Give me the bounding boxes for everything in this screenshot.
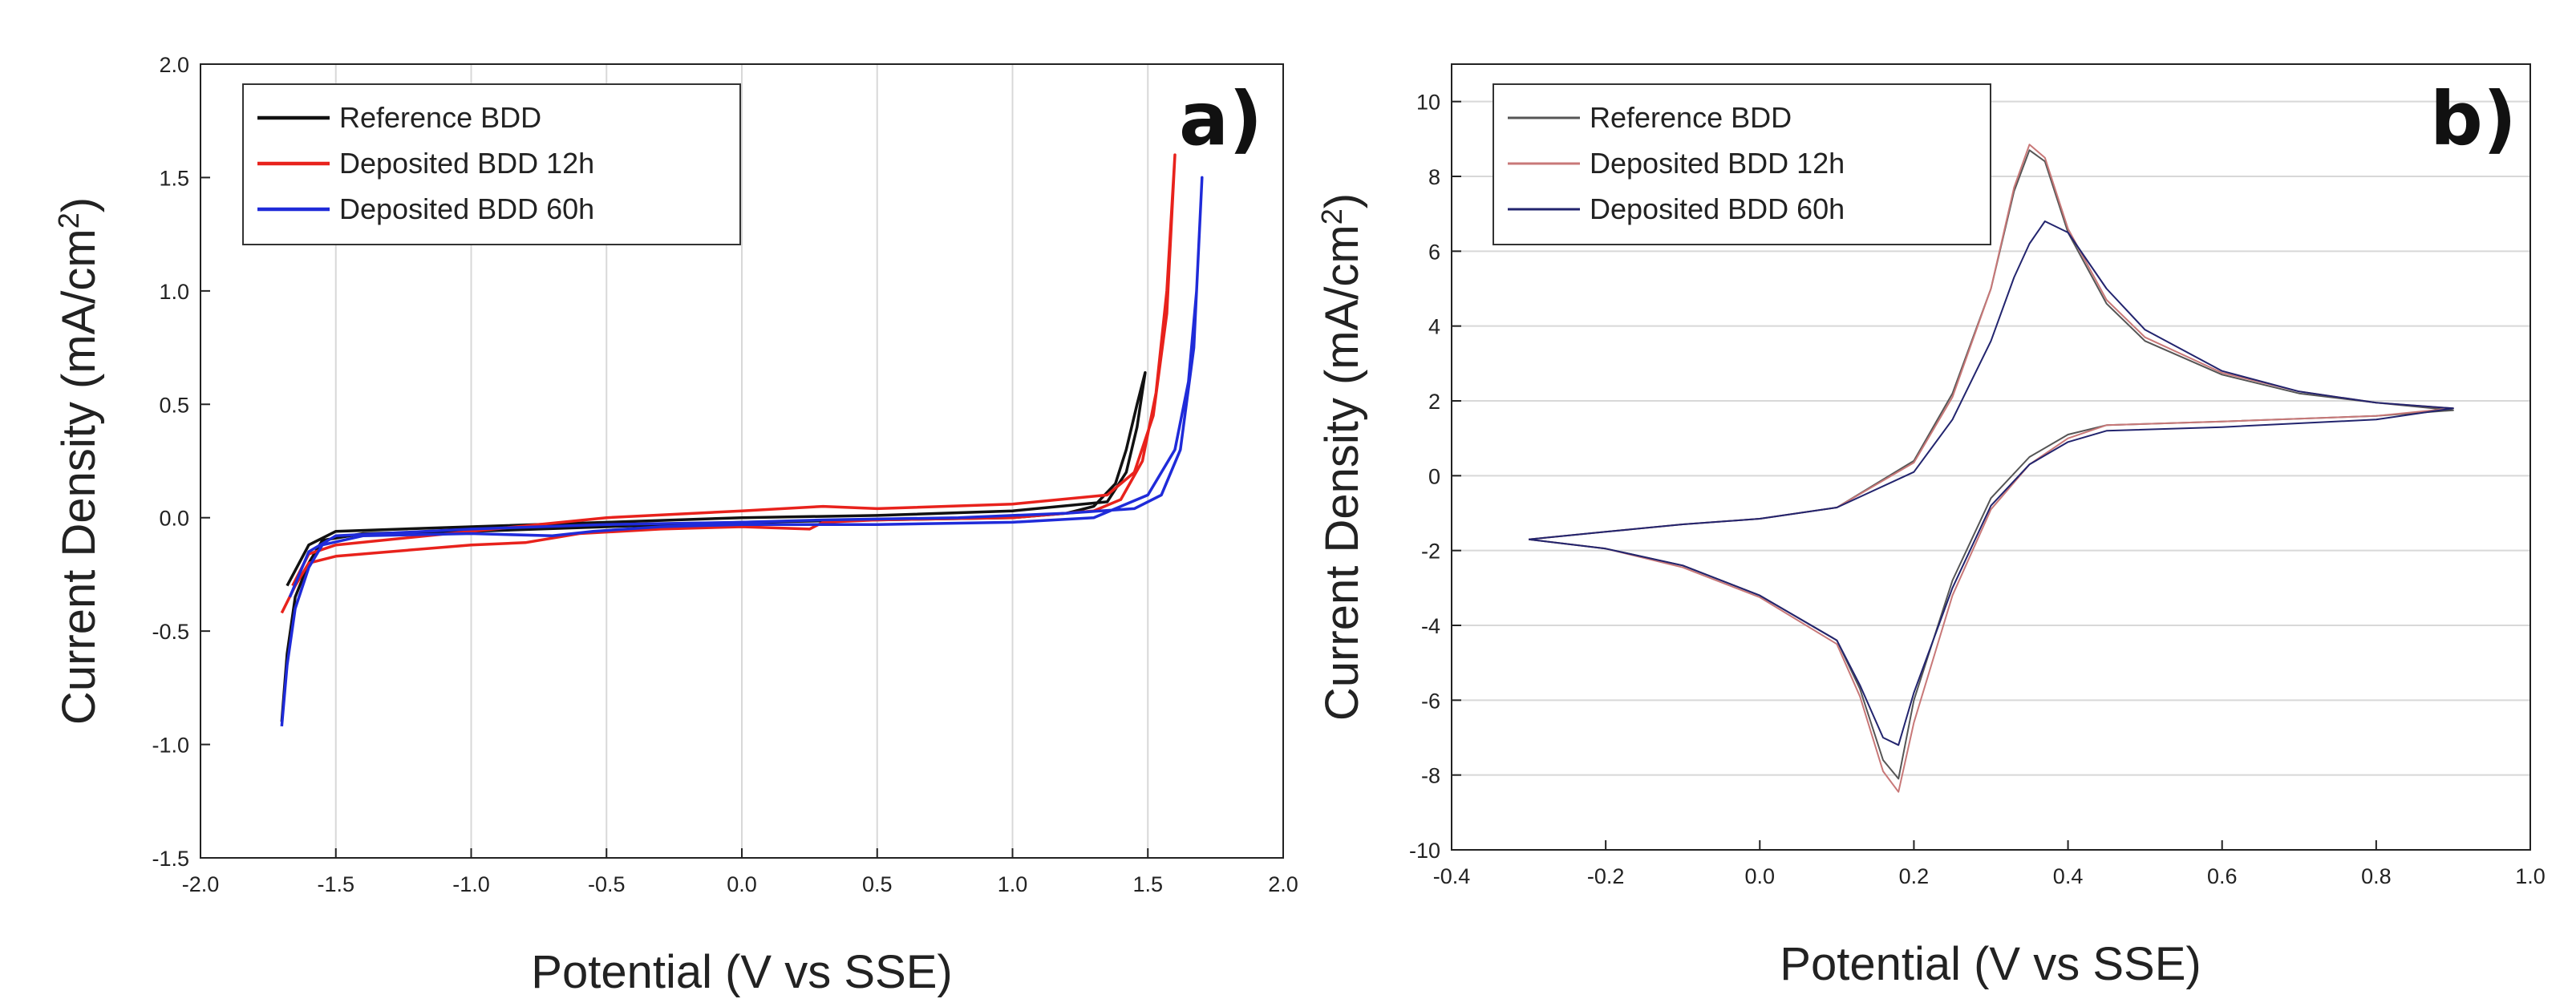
chart-a-series	[280, 153, 1204, 727]
chart-b-y-axis-label-close: )	[1316, 193, 1368, 208]
chart-b-y-tick-label: -10	[1409, 839, 1440, 863]
chart-b-y-tick-label: 8	[1428, 165, 1440, 189]
chart-b-y-tick-label: 6	[1428, 240, 1440, 264]
chart-a: -2.0 -1.5 -1.0 -0.5 0.0 0.5 1.0 1.5 2.0-1.5-1.0-…	[52, 53, 1298, 998]
chart-a-y-tick-label: 0.5	[159, 393, 189, 417]
chart-b-x-tick-label: 0.8	[2361, 864, 2392, 888]
chart-b-y-tick-label: -8	[1421, 764, 1440, 788]
chart-b-y-tick-label: -6	[1421, 689, 1440, 713]
chart-a-legend: Reference BDD Deposited BDD 12h Deposited …	[242, 83, 741, 245]
chart-b-y-tick-label: -2	[1421, 540, 1440, 564]
chart-a-x-tick-label: -2.0	[182, 872, 220, 896]
chart-b-y-axis-label-main: Current Density (mA/cm	[1316, 224, 1368, 721]
chart-b: -0.4 -0.2 0.0 0.2 0.4 0.6 0.8 1.0 -10 -8 -6 -4 -2 0 2 4…	[1315, 63, 2546, 990]
chart-a-y-tick-label: -1.5	[152, 847, 189, 871]
chart-a-x-tick-label: 2.0	[1268, 872, 1298, 896]
chart-a-x-tick-label: -1.0	[452, 872, 490, 896]
chart-a-x-tick-label: 0.0	[727, 872, 757, 896]
chart-b-legend-label: Deposited BDD 60h	[1590, 192, 1845, 225]
chart-a-y-tick-label: 0.0	[159, 507, 189, 531]
chart-b-series-line-3	[1528, 220, 2454, 746]
chart-b-x-tick-label: 1.0	[2515, 864, 2546, 888]
chart-a-series-line-3	[280, 176, 1204, 727]
chart-b-x-axis-label: Potential (V vs SSE)	[1780, 938, 2201, 990]
chart-a-x-tick-label: 1.0	[998, 872, 1028, 896]
chart-b-y-tick-label: 2	[1428, 390, 1440, 414]
chart-b-plot-frame	[1451, 63, 2531, 851]
chart-a-ticks: -2.0 -1.5 -1.0 -0.5 0.0 0.5 1.0 1.5 2.0-1.5-1.0-…	[152, 53, 1298, 896]
chart-a-series-line-1	[280, 370, 1147, 722]
chart-a-y-axis-label-close: )	[53, 197, 105, 212]
chart-a-y-axis-label: Current Density (mA/cm2)	[52, 197, 106, 725]
chart-a-y-tick-label: -1.0	[152, 734, 189, 758]
chart-a-x-axis-label: Potential (V vs SSE)	[531, 946, 952, 998]
chart-b-x-tick-label: 0.4	[2053, 864, 2084, 888]
chart-a-x-tick-label: 0.5	[862, 872, 893, 896]
chart-b-x-tick-label: 0.6	[2207, 864, 2238, 888]
chart-a-y-axis-label-main: Current Density (mA/cm	[53, 228, 105, 725]
chart-b-y-tick-label: 4	[1428, 315, 1440, 339]
chart-a-y-tick-label: 1.5	[159, 166, 189, 190]
chart-b-y-axis-label-superscript: 2	[1315, 208, 1348, 224]
chart-b-legend: Reference BDD Deposited BDD 12h Deposited …	[1493, 83, 1991, 245]
chart-a-x-tick-label: 1.5	[1132, 872, 1163, 896]
chart-b-y-tick-label: 10	[1416, 91, 1440, 115]
chart-b-panel-label: b)	[2430, 76, 2517, 162]
chart-a-x-tick-label: -0.5	[588, 872, 626, 896]
chart-b-x-tick-label: 0.2	[1899, 864, 1930, 888]
chart-a-y-axis-label-superscript: 2	[52, 212, 85, 228]
chart-b-x-tick-label: -0.4	[1433, 864, 1471, 888]
chart-b-y-axis-label: Current Density (mA/cm2)	[1315, 193, 1369, 721]
chart-b-series	[1528, 144, 2454, 793]
chart-b-y-tick-label: -4	[1421, 614, 1440, 638]
chart-b-legend-label: Deposited BDD 12h	[1590, 147, 1845, 180]
chart-a-legend-label: Reference BDD	[339, 101, 541, 134]
chart-a-legend-label: Deposited BDD 60h	[339, 192, 594, 225]
chart-b-y-tick-label: 0	[1428, 464, 1440, 488]
chart-a-panel-label: a)	[1179, 76, 1262, 162]
chart-b-ticks: -0.4 -0.2 0.0 0.2 0.4 0.6 0.8 1.0 -10 -8 -6 -4 -2 0 2 4…	[1409, 91, 2546, 888]
chart-b-legend-label: Reference BDD	[1590, 101, 1792, 134]
chart-a-y-tick-label: 1.0	[159, 280, 189, 304]
chart-a-legend-label: Deposited BDD 12h	[339, 147, 594, 180]
chart-a-y-tick-label: -0.5	[152, 620, 189, 644]
chart-b-series-line-1	[1528, 149, 2454, 780]
chart-b-x-tick-label: 0.0	[1745, 864, 1776, 888]
chart-a-y-tick-label: 2.0	[159, 53, 189, 77]
chart-a-series-line-2	[280, 153, 1177, 614]
chart-a-x-tick-label: -1.5	[317, 872, 354, 896]
chart-b-x-tick-label: -0.2	[1587, 864, 1625, 888]
